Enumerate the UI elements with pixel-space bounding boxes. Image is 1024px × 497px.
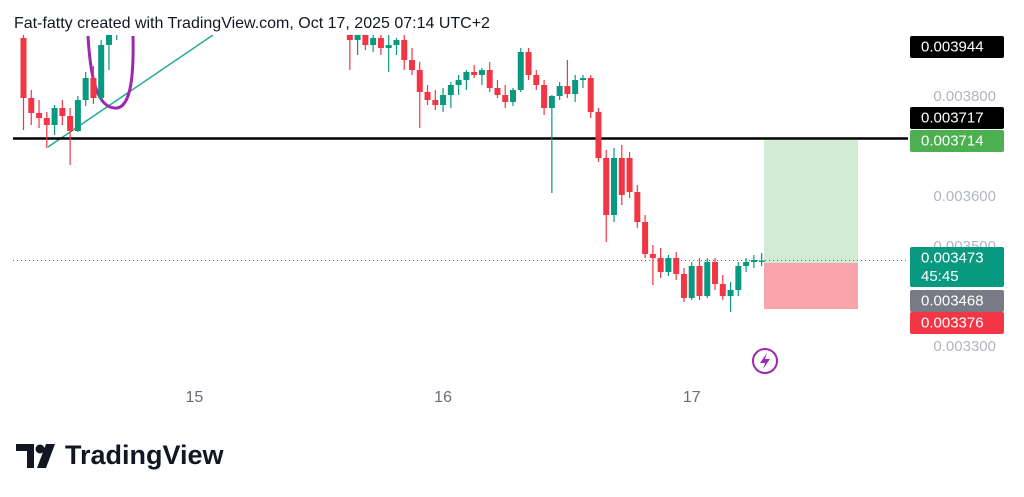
candle-body (478, 70, 485, 75)
candle-body (704, 262, 711, 296)
candle-body (634, 192, 641, 222)
candle-body (59, 108, 66, 116)
candle-body (346, 35, 353, 40)
candle-body (673, 258, 680, 274)
candle-body (525, 52, 532, 75)
candle-body (401, 40, 408, 60)
candle-body (51, 108, 58, 125)
candle-body (727, 290, 734, 296)
candle-body (611, 158, 618, 215)
candle-body (510, 90, 517, 102)
candle-body (502, 95, 509, 102)
y-tick-label: 0.003600 (933, 188, 996, 205)
profit-zone (764, 140, 858, 263)
loss-zone (764, 263, 858, 309)
countdown-label: 45:45 (921, 268, 959, 285)
candle-body (680, 274, 687, 298)
candle-body (564, 86, 571, 94)
candle-body (20, 38, 27, 98)
candle-body (82, 78, 89, 100)
candle-body (43, 118, 50, 125)
candle-body (618, 158, 625, 195)
candle-body (28, 98, 35, 113)
x-tick-label: 16 (434, 389, 452, 406)
candle-body (362, 35, 369, 45)
candle-body (556, 86, 563, 96)
candle-body (579, 78, 586, 80)
candle-body (665, 258, 672, 272)
price-badge-label: 0.003944 (921, 38, 984, 55)
price-badge-label: 0.003473 (921, 249, 984, 266)
candle-body (572, 80, 579, 94)
candle-body (74, 100, 81, 131)
candle-body (409, 60, 415, 70)
y-tick-label: 0.003800 (933, 88, 996, 105)
candle-body (696, 266, 703, 296)
candle-body (416, 70, 423, 92)
candle-body (440, 95, 447, 105)
candle-body (331, 0, 337, 5)
candle-body (432, 100, 439, 105)
candle-body (455, 80, 462, 85)
candle-body (541, 85, 548, 108)
candle-body (36, 113, 43, 118)
x-tick-label: 17 (683, 389, 701, 406)
candle-body (642, 222, 649, 254)
candle-body (750, 260, 757, 262)
chart-title: Fat-fatty created with TradingView.com, … (14, 15, 490, 32)
candle-body (385, 45, 392, 48)
candle-body (517, 52, 524, 90)
candle-body (90, 78, 97, 98)
candle-body (743, 262, 750, 266)
candle-body (393, 40, 400, 45)
indicator-curve (86, 35, 135, 110)
candle-body (447, 85, 454, 95)
y-tick-label: 0.003300 (933, 338, 996, 355)
candle-body (463, 72, 470, 80)
candle-body (98, 45, 105, 98)
price-badge (910, 290, 1004, 312)
price-badge (910, 312, 1004, 334)
lightning-icon (752, 348, 778, 374)
candle-body (735, 266, 742, 290)
brand-name: TradingView (65, 440, 225, 470)
x-tick-label: 15 (186, 389, 204, 406)
price-badge (910, 130, 1004, 152)
candle-body (471, 72, 478, 75)
candle-body (649, 254, 656, 258)
price-badge (910, 36, 1004, 58)
price-badge-label: 0.003468 (921, 292, 984, 309)
candle-body (494, 88, 501, 95)
price-badge (910, 247, 1004, 287)
plot-area (13, 0, 908, 312)
candle-body (603, 158, 610, 215)
candle-body (424, 92, 431, 100)
candle-body (548, 96, 555, 108)
candle-body (533, 75, 540, 85)
candle-body (129, 0, 135, 5)
candle-body (122, 0, 128, 15)
price-badge (910, 107, 1004, 129)
candle-body (626, 158, 633, 192)
price-badge-label: 0.003717 (921, 109, 984, 126)
brand-logo: TradingView (16, 440, 225, 470)
candle-body (105, 35, 112, 45)
candle-body (486, 70, 493, 88)
candle-body (67, 116, 74, 131)
candle-body (657, 258, 664, 272)
candle-body (758, 260, 765, 262)
candle-body (595, 112, 602, 158)
price-badge-label: 0.003376 (921, 314, 984, 331)
candle-body (712, 262, 719, 284)
candle-body (370, 38, 377, 45)
candle-body (587, 78, 594, 112)
price-badge-label: 0.003714 (921, 132, 984, 149)
candle-body (719, 284, 726, 296)
candle-body (688, 266, 695, 298)
candle-body (354, 35, 361, 40)
candle-body (377, 38, 384, 48)
